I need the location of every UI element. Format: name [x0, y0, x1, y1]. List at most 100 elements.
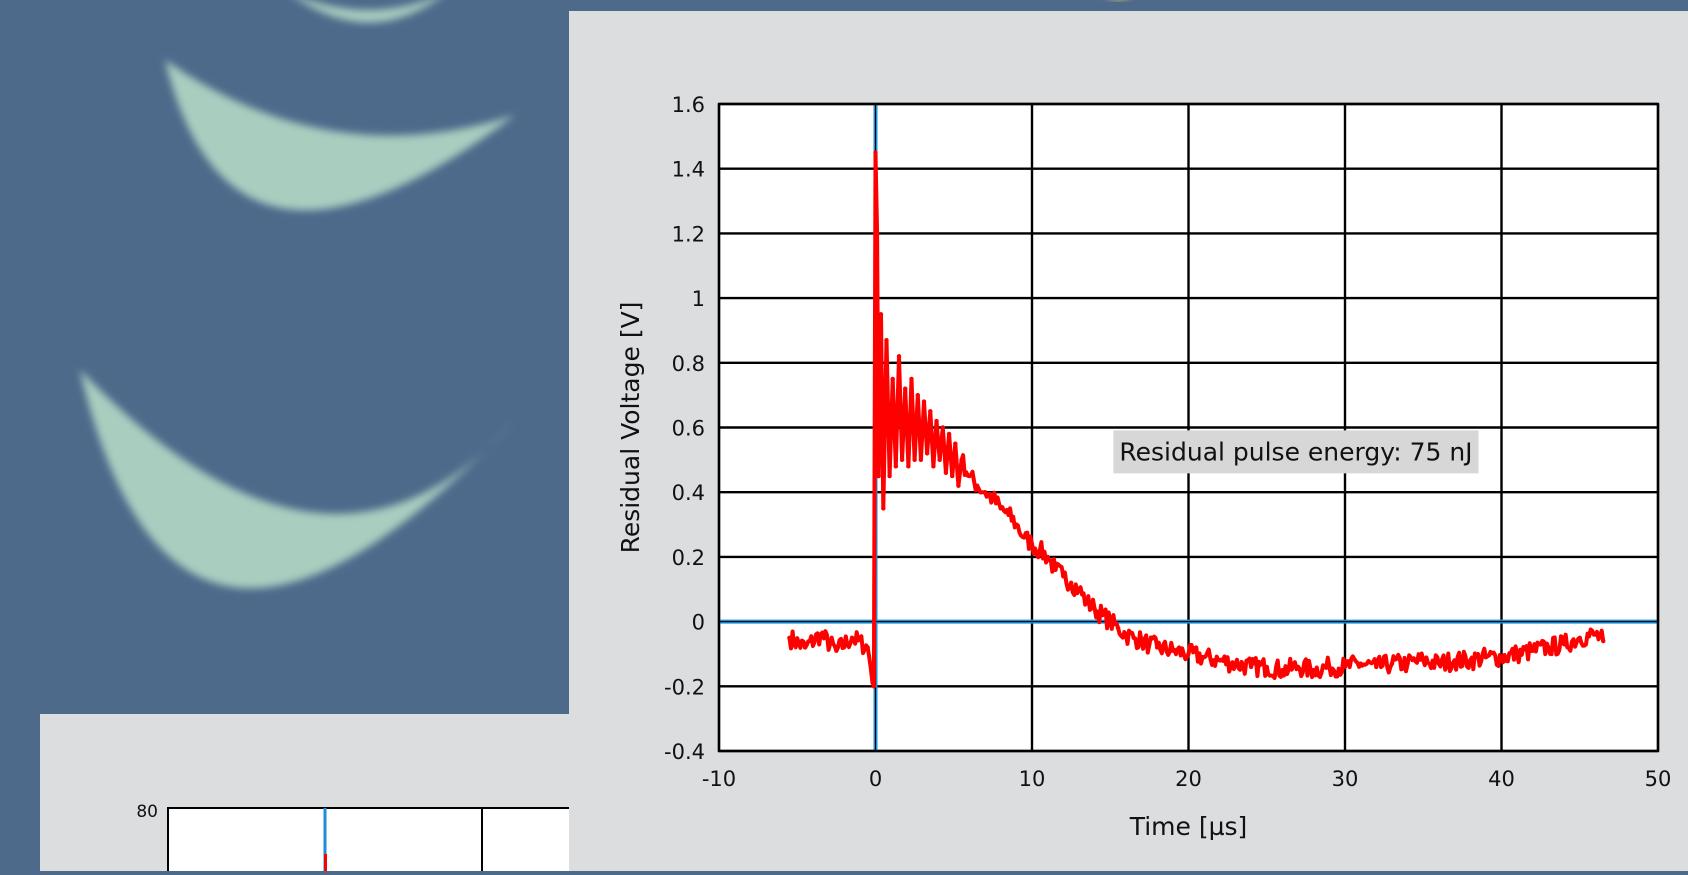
data-point	[787, 635, 792, 640]
data-point	[1436, 661, 1442, 666]
data-point	[1358, 661, 1363, 666]
data-point	[1092, 606, 1097, 611]
data-point	[909, 376, 914, 382]
data-point	[1068, 580, 1074, 585]
data-point	[874, 231, 880, 236]
data-point	[918, 457, 924, 463]
data-point	[931, 464, 936, 469]
residual-voltage-series-line	[787, 150, 1606, 689]
residual-voltage-chart: -0.4 -0.2 0 0.2 0.4 0.6 0.8 1 1.2 1.4 1.6 -10 0 10 20 3…	[616, 93, 1671, 841]
data-point	[990, 496, 996, 501]
background-chart-plot-area	[167, 807, 609, 875]
data-point	[878, 312, 884, 317]
data-point	[871, 684, 877, 689]
data-point	[834, 648, 839, 653]
data-point	[959, 457, 964, 463]
y-tick-label: -0.4	[664, 740, 705, 764]
x-tick-label: 10	[1019, 767, 1046, 791]
data-point	[1045, 554, 1050, 560]
data-point	[1233, 661, 1238, 666]
data-point	[1546, 645, 1551, 650]
data-point	[1483, 654, 1489, 660]
y-tick-label: -0.2	[664, 675, 705, 699]
data-point	[998, 506, 1003, 511]
data-point	[893, 464, 899, 469]
data-point	[1389, 661, 1395, 666]
data-point	[946, 431, 952, 437]
data-point	[1421, 658, 1426, 663]
data-point	[940, 425, 945, 430]
crescent-shape-bottom	[80, 370, 515, 589]
data-point	[943, 470, 949, 475]
data-point	[1577, 635, 1582, 640]
data-point	[1061, 574, 1066, 579]
data-point	[1053, 567, 1058, 573]
x-tick-label: 50	[1645, 767, 1672, 791]
data-point	[1342, 664, 1348, 670]
data-point	[928, 409, 933, 414]
data-point	[967, 473, 972, 479]
y-tick-label: 1.6	[672, 93, 705, 117]
data-point	[1084, 599, 1089, 605]
data-point	[1155, 645, 1160, 650]
data-point	[915, 392, 920, 398]
data-point	[1170, 648, 1176, 653]
crescent-shape-middle	[165, 60, 515, 211]
data-point	[849, 635, 855, 640]
annotation-box	[1113, 430, 1479, 474]
data-point	[982, 490, 988, 495]
background-chart-tick-label: 80	[136, 802, 158, 822]
data-point	[884, 337, 889, 343]
data-point	[1280, 667, 1285, 673]
data-point	[906, 464, 911, 469]
data-point	[1405, 661, 1410, 666]
data-point	[896, 354, 902, 359]
chart-panel: -0.4 -0.2 0 0.2 0.4 0.6 0.8 1 1.2 1.4 1.6 -10 0 10 20 3…	[569, 11, 1688, 871]
data-point	[1295, 664, 1301, 670]
data-point	[1561, 642, 1567, 647]
data-point	[818, 632, 823, 637]
data-point	[912, 457, 917, 463]
data-point	[1014, 522, 1019, 527]
data-point	[924, 451, 930, 456]
data-point	[865, 645, 870, 650]
trace-layer	[787, 150, 1606, 689]
plot-frame	[717, 102, 1660, 753]
data-point	[1100, 612, 1105, 618]
data-point	[1006, 512, 1011, 518]
y-axis-title: Residual Voltage [V]	[616, 302, 645, 554]
data-point	[1264, 664, 1269, 670]
background-chart-svg: 80	[136, 802, 609, 875]
data-point	[899, 457, 905, 463]
y-tick-label: 1.2	[672, 222, 705, 246]
x-tick-label: 0	[869, 767, 882, 791]
data-point	[1123, 632, 1129, 637]
data-point	[934, 418, 939, 424]
annotation: Residual pulse energy: 75 nJ	[1113, 430, 1479, 474]
x-tick-label: 20	[1175, 767, 1202, 791]
x-tick-label: 40	[1488, 767, 1515, 791]
data-point	[1327, 664, 1332, 670]
data-point	[1076, 587, 1082, 592]
y-tick-label: 0.6	[672, 417, 705, 441]
data-point	[887, 473, 892, 479]
data-point	[953, 441, 958, 446]
data-point	[1217, 658, 1222, 663]
data-point	[949, 473, 955, 479]
data-point	[1029, 541, 1035, 547]
data-point	[937, 457, 942, 463]
data-point	[1021, 535, 1027, 540]
data-point	[1499, 654, 1504, 660]
background-chart-trace-mark	[324, 854, 327, 871]
tick-labels: -0.4 -0.2 0 0.2 0.4 0.6 0.8 1 1.2 1.4 1.6 -10 0 10 20 3…	[664, 93, 1671, 791]
data-point	[1201, 654, 1207, 660]
y-tick-label: 1.4	[672, 158, 705, 182]
x-axis-title: Time [µs]	[1129, 812, 1248, 841]
data-point	[1514, 651, 1520, 657]
data-point	[975, 483, 980, 488]
data-point	[876, 473, 881, 479]
data-point	[802, 645, 808, 650]
data-point	[1037, 548, 1043, 553]
data-point	[1147, 642, 1152, 647]
data-point	[1248, 664, 1254, 670]
